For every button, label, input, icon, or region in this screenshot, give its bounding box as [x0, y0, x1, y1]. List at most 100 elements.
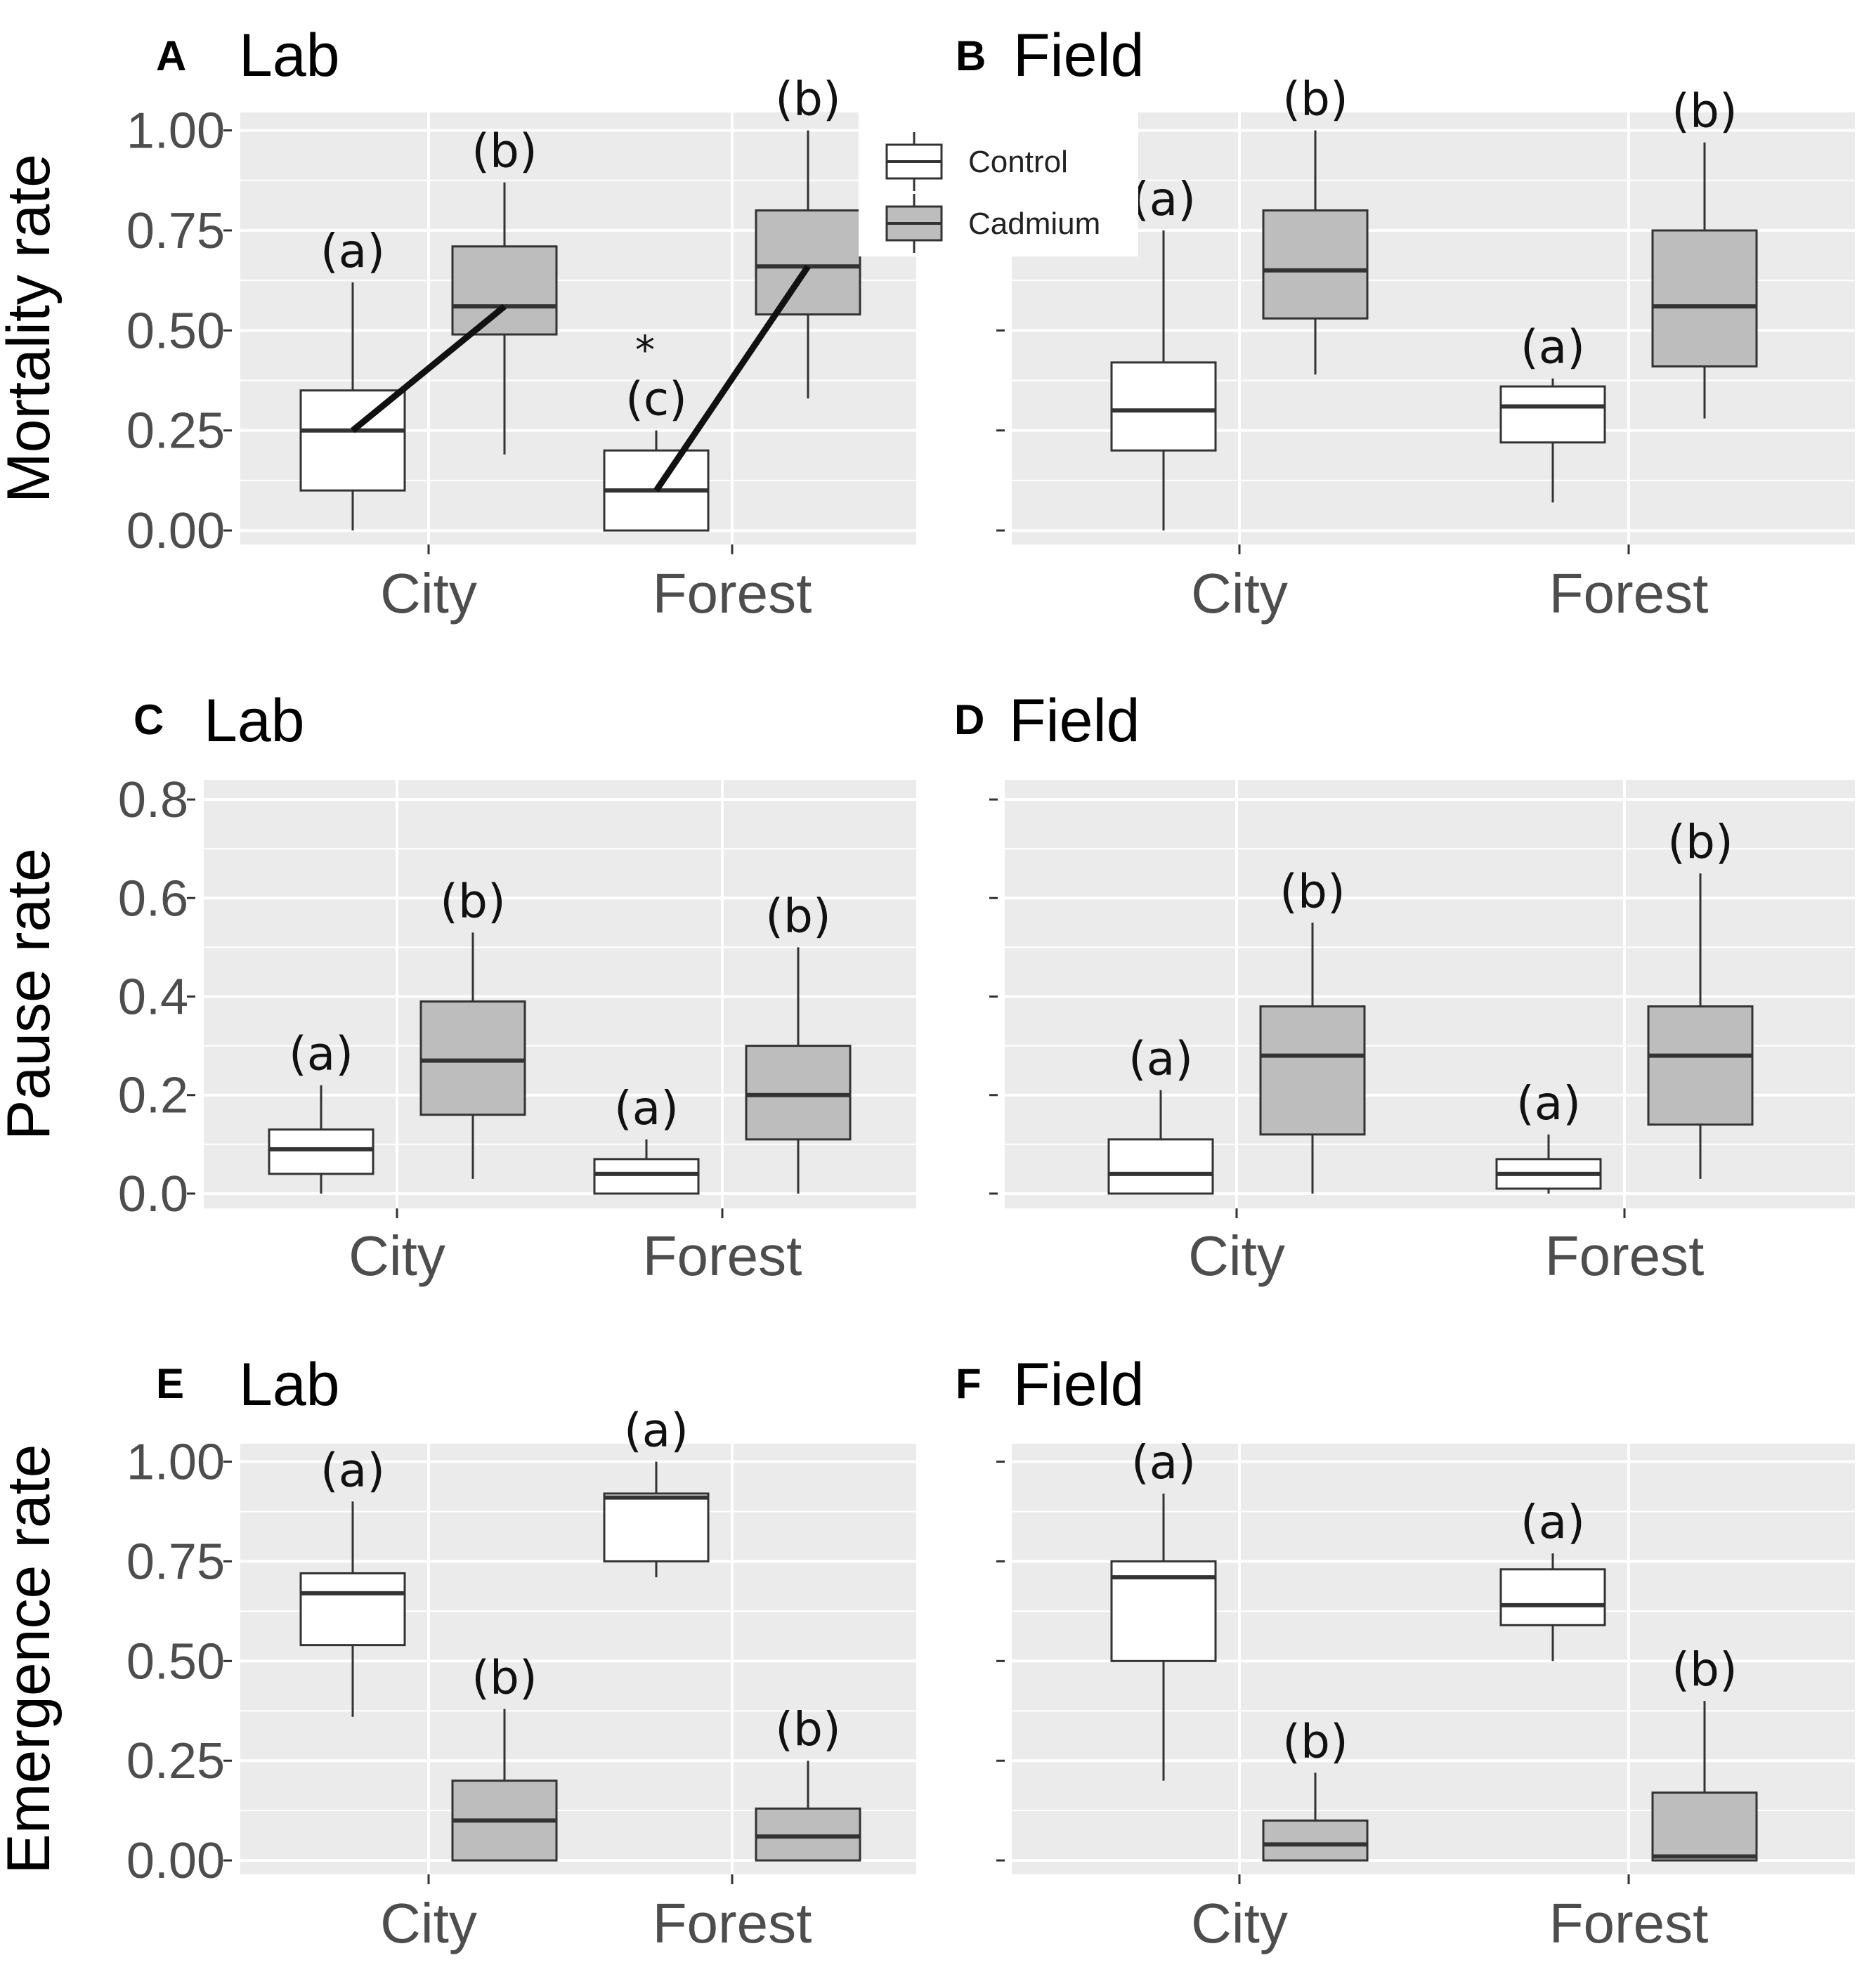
panel-letter: D: [954, 696, 984, 743]
significance-label: (a): [624, 1404, 689, 1458]
box-body: [603, 1492, 710, 1562]
panel-letter: E: [156, 1360, 184, 1407]
box-control-city: (a): [1110, 1435, 1217, 1781]
panel-background: [1005, 780, 1855, 1208]
box-cadmium-city: (b): [419, 874, 526, 1179]
x-category-label: City: [1191, 1892, 1288, 1954]
panel-b: (a) (a) (b) (b) City Forest B Field: [956, 22, 1855, 625]
panel-title: Lab: [239, 22, 340, 89]
panel-e: 0.00 0.25 0.50 0.75 1.00 (a) (a) (b) (b) City Fore…: [0, 1351, 916, 1954]
box-body: [1262, 209, 1369, 320]
x-category-label: City: [1188, 1225, 1285, 1287]
significance-label: (a): [614, 1081, 679, 1135]
significance-label: (b): [1282, 1714, 1348, 1768]
box-cadmium-forest: (b): [1651, 1643, 1758, 1862]
x-category-label: City: [1191, 562, 1288, 625]
y-axis-title: Emergence rate: [0, 1444, 63, 1874]
box-cadmium-city: (b): [451, 1650, 558, 1862]
legend-label: Control: [968, 145, 1068, 179]
box-control-forest: (a): [1499, 1495, 1606, 1662]
x-category-label: City: [380, 562, 477, 625]
box-cadmium-city: (b): [451, 124, 558, 455]
box-control-city: (a): [299, 224, 406, 531]
y-tick-label: 0.4: [118, 970, 188, 1026]
box-cadmium-city: (b): [1259, 864, 1366, 1194]
significance-label: (b): [1672, 1643, 1737, 1697]
legend-item-cadmium: Cadmium: [885, 194, 1100, 253]
box-control-city: (a): [1107, 1032, 1214, 1195]
box-control-forest: (a): [603, 1404, 710, 1578]
significance-label: (b): [471, 124, 537, 178]
box-body: [1499, 1568, 1606, 1626]
y-tick-label: 0.00: [126, 1833, 225, 1889]
reaction-line: [653, 264, 811, 492]
box-body: [1262, 1819, 1369, 1862]
significance-label: (a): [289, 1027, 353, 1081]
panel-title: Lab: [239, 1351, 340, 1418]
box-cadmium-forest: (b): [1651, 84, 1758, 419]
x-category-label: Forest: [653, 1892, 812, 1954]
box-body: [755, 209, 861, 316]
panel-d: (a) (a) (b) (b) City Forest D Field: [954, 687, 1855, 1287]
y-tick-label: 0.75: [126, 203, 225, 259]
y-tick-label: 1.00: [126, 103, 225, 159]
significance-label: (b): [471, 1650, 537, 1704]
box-body: [745, 1045, 852, 1141]
significance-label: (a): [1520, 320, 1585, 374]
box-body: [299, 389, 406, 492]
y-tick-label: 0.50: [126, 1633, 225, 1690]
box-body: [1259, 1005, 1366, 1136]
y-axis-title: Pause rate: [0, 848, 63, 1140]
box-body: [451, 245, 558, 336]
box-cadmium-forest: (b): [1647, 815, 1754, 1179]
x-category-label: City: [380, 1892, 477, 1954]
box-body: [1651, 1791, 1758, 1862]
significance-label: (a): [1128, 1032, 1193, 1086]
panel-c: 0.0 0.2 0.4 0.6 0.8 (a) (a) (b) (b) City Forest C La…: [0, 687, 916, 1287]
box-control-city: (a): [1110, 172, 1217, 531]
box-control-forest: (c): [603, 372, 710, 532]
panel-title: Field: [1013, 22, 1144, 89]
y-tick-label: 0.50: [126, 303, 225, 359]
panel-f: (a) (a) (b) (b) City Forest F Field: [956, 1351, 1855, 1954]
panel-letter: B: [956, 32, 986, 79]
box-body: [1107, 1138, 1214, 1195]
significance-label: (a): [1520, 1495, 1585, 1549]
significance-label: (b): [1672, 84, 1737, 138]
plots-layer: 0.00 0.25 0.50 0.75 1.00 (a) (c) (b) (b) * City For…: [0, 22, 1855, 1954]
legend-label: Cadmium: [968, 207, 1100, 241]
box-body: [268, 1128, 374, 1175]
x-category-label: Forest: [653, 562, 812, 625]
reaction-line: [351, 303, 507, 433]
significance-label: (b): [440, 874, 505, 928]
x-category-label: Forest: [643, 1225, 802, 1287]
y-tick-label: 0.8: [118, 772, 188, 828]
box-cadmium-forest: (b): [755, 72, 861, 399]
box-control-forest: (a): [593, 1081, 700, 1195]
box-body: [1110, 361, 1217, 452]
panel-title: Lab: [204, 687, 305, 755]
panel-title: Field: [1009, 687, 1140, 755]
interaction-asterisk: *: [635, 327, 655, 373]
box-cadmium-forest: (b): [745, 889, 852, 1194]
significance-label: (a): [320, 224, 385, 278]
significance-label: (b): [1282, 72, 1348, 126]
x-category-label: Forest: [1549, 562, 1709, 625]
panel-title: Field: [1013, 1351, 1144, 1418]
box-control-forest: (a): [1499, 320, 1606, 503]
box-body: [1651, 229, 1758, 368]
panel-letter: A: [156, 32, 186, 79]
y-tick-label: 0.75: [126, 1534, 225, 1590]
significance-label: (b): [775, 1702, 840, 1756]
y-tick-label: 0.2: [118, 1068, 188, 1124]
box-control-city: (a): [268, 1027, 374, 1194]
y-tick-label: 1.00: [126, 1435, 225, 1491]
significance-label: (a): [1516, 1076, 1581, 1130]
significance-label: (a): [320, 1443, 385, 1497]
y-tick-label: 0.25: [126, 1733, 225, 1789]
x-category-label: Forest: [1549, 1892, 1709, 1954]
panel-a: 0.00 0.25 0.50 0.75 1.00 (a) (c) (b) (b) * City For…: [0, 22, 916, 625]
panel-letter: F: [956, 1360, 982, 1407]
legend: Control Cadmium: [859, 112, 1138, 256]
box-body: [299, 1572, 406, 1647]
